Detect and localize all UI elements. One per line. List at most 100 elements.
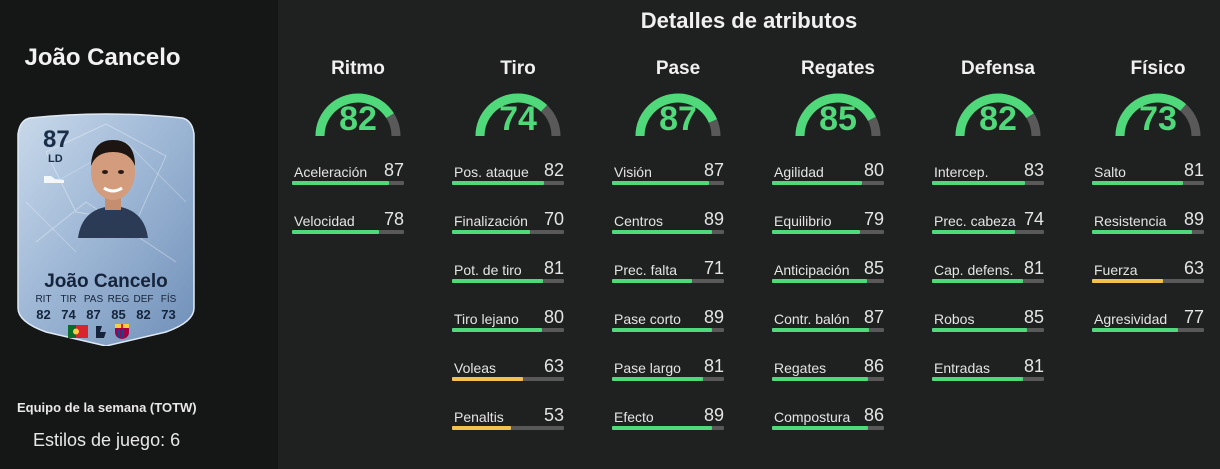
player-card[interactable]: 87 LD João Cancelo RIT TIR PAS REG DEF F… <box>16 112 196 346</box>
attribute-row: Intercep. 83 <box>932 160 1052 190</box>
attribute-bar-fill <box>612 377 703 381</box>
card-name: João Cancelo <box>44 271 168 292</box>
attribute-bar <box>1092 230 1204 234</box>
group-title: Defensa <box>961 58 1035 79</box>
attribute-row: Regates 86 <box>772 356 892 386</box>
attribute-bar-fill <box>932 230 1015 234</box>
attributes-title: Detalles de atributos <box>640 8 858 33</box>
attribute-bar-fill <box>452 377 523 381</box>
attribute-value: 63 <box>1183 258 1204 278</box>
attribute-row: Velocidad 78 <box>292 209 412 239</box>
player-portrait <box>78 140 148 238</box>
attribute-row: Pot. de tiro 81 <box>452 258 572 288</box>
attribute-name: Velocidad <box>294 213 355 229</box>
group-value: 87 <box>659 100 697 138</box>
attribute-name: Pase largo <box>614 360 681 376</box>
attribute-group: Pase 87 Visión 87 Centros 89 Prec. falta 71 Pase… <box>612 58 738 430</box>
attribute-group: Tiro 74 Pos. ataque 82 Finalización 70 Pot. de… <box>452 58 578 430</box>
card-badges <box>68 323 130 340</box>
attribute-row: Anticipación 85 <box>772 258 892 288</box>
attribute-value: 82 <box>543 160 564 180</box>
attribute-name: Compostura <box>774 409 851 425</box>
attribute-bar <box>612 328 724 332</box>
attribute-value: 89 <box>703 405 724 425</box>
attribute-row: Aceleración 87 <box>292 160 412 190</box>
attribute-row: Compostura 86 <box>772 405 892 435</box>
attribute-bar-fill <box>452 328 542 332</box>
attribute-bar <box>932 181 1044 185</box>
group-gauge: 74 <box>470 86 566 146</box>
attribute-bar-fill <box>1092 181 1183 185</box>
attribute-group: Defensa 82 Intercep. 83 Prec. cabeza 74 Cap. d… <box>932 58 1058 381</box>
attribute-bar <box>772 181 884 185</box>
attribute-value: 85 <box>1023 307 1044 327</box>
attribute-name: Regates <box>774 360 827 376</box>
attribute-value: 74 <box>1023 209 1044 229</box>
attribute-bar <box>612 230 724 234</box>
attribute-bar-fill <box>292 230 380 234</box>
attribute-name: Prec. falta <box>614 262 678 278</box>
group-title: Pase <box>655 58 701 79</box>
group-value: 82 <box>339 100 377 138</box>
card-stat-value: 85 <box>111 307 126 322</box>
attribute-group: Físico 73 Salto 81 Resistencia 89 Fuerza 63 Agre… <box>1092 58 1218 332</box>
gauge-fill <box>795 93 876 137</box>
gauge-arc <box>1115 93 1201 137</box>
gauge-arc <box>315 93 401 137</box>
attribute-bar <box>452 377 564 381</box>
attribute-name: Prec. cabeza <box>934 213 1016 229</box>
group-title: Ritmo <box>331 58 385 79</box>
attribute-bar-fill <box>612 279 692 283</box>
attribute-bar <box>772 377 884 381</box>
attribute-row: Voleas 63 <box>452 356 572 386</box>
group-value: 85 <box>819 100 857 138</box>
attribute-row: Agilidad 80 <box>772 160 892 190</box>
attribute-value: 80 <box>543 307 564 327</box>
card-position: LD <box>48 153 63 165</box>
boot-icon <box>44 176 64 183</box>
attribute-bar <box>1092 181 1204 185</box>
attribute-bar <box>452 181 564 185</box>
group-gauge: 85 <box>790 86 886 146</box>
player-panel: João Cancelo 87 LD <box>0 0 278 469</box>
attribute-bar-fill <box>772 279 868 283</box>
attribute-value: 81 <box>1183 160 1204 180</box>
attribute-bar <box>452 328 564 332</box>
attribute-row: Cap. defens. 81 <box>932 258 1052 288</box>
attribute-value: 53 <box>543 405 564 425</box>
attribute-bar-fill <box>772 230 861 234</box>
attribute-name: Finalización <box>454 213 528 229</box>
attribute-bar-fill <box>772 328 870 332</box>
attribute-row: Visión 87 <box>612 160 732 190</box>
attribute-name: Agresividad <box>1094 311 1168 327</box>
attribute-bar <box>932 328 1044 332</box>
attribute-row: Pase corto 89 <box>612 307 732 337</box>
group-gauge: 82 <box>310 86 406 146</box>
card-stat-value: 87 <box>86 307 101 322</box>
attribute-value: 86 <box>863 356 884 376</box>
group-gauge: 73 <box>1110 86 1206 146</box>
attribute-bar <box>772 328 884 332</box>
gauge-fill <box>475 93 548 137</box>
card-rating: 87 <box>43 126 70 153</box>
attribute-row: Equilibrio 79 <box>772 209 892 239</box>
attribute-name: Robos <box>934 311 975 327</box>
attribute-bar <box>772 230 884 234</box>
card-stat-values: 82 74 87 85 82 73 <box>31 307 181 322</box>
attribute-row: Finalización 70 <box>452 209 572 239</box>
attribute-value: 79 <box>863 209 884 229</box>
attribute-value: 81 <box>1023 258 1044 278</box>
attribute-bar <box>452 230 564 234</box>
gauge-fill <box>1115 93 1187 137</box>
attribute-row: Prec. cabeza 74 <box>932 209 1052 239</box>
attribute-value: 81 <box>703 356 724 376</box>
attribute-bar <box>452 279 564 283</box>
playstyles-label[interactable]: Estilos de juego: 6 <box>33 430 181 450</box>
player-name: João Cancelo <box>24 44 181 71</box>
attribute-row: Pase largo 81 <box>612 356 732 386</box>
attribute-row: Pos. ataque 82 <box>452 160 572 190</box>
attribute-bar-fill <box>612 181 710 185</box>
card-stat-value: 73 <box>161 307 176 322</box>
attribute-value: 83 <box>1023 160 1044 180</box>
gauge-arc <box>795 93 881 137</box>
